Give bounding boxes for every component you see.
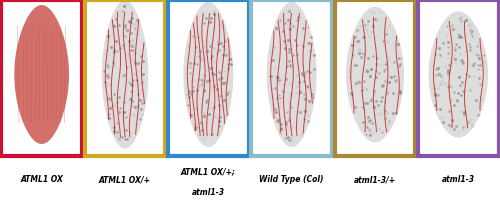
Text: D: D bbox=[254, 5, 262, 15]
Text: ATML1 OX: ATML1 OX bbox=[20, 175, 63, 183]
Polygon shape bbox=[15, 7, 68, 144]
Text: ATML1 OX/+: ATML1 OX/+ bbox=[99, 175, 151, 183]
Text: ATML1 OX/+;: ATML1 OX/+; bbox=[181, 166, 236, 175]
Polygon shape bbox=[429, 13, 488, 137]
Text: atml1-3/+: atml1-3/+ bbox=[354, 175, 396, 183]
Polygon shape bbox=[346, 8, 404, 142]
Text: Wild Type (Col): Wild Type (Col) bbox=[260, 175, 324, 183]
Polygon shape bbox=[268, 4, 316, 147]
Text: atml1-3: atml1-3 bbox=[192, 187, 225, 196]
Text: B: B bbox=[88, 5, 95, 15]
Text: F: F bbox=[421, 5, 428, 15]
Text: atml1-3: atml1-3 bbox=[442, 175, 475, 183]
Polygon shape bbox=[184, 4, 232, 147]
Text: A: A bbox=[4, 5, 12, 15]
Text: E: E bbox=[338, 5, 344, 15]
Text: C: C bbox=[171, 5, 178, 15]
Polygon shape bbox=[102, 2, 148, 148]
